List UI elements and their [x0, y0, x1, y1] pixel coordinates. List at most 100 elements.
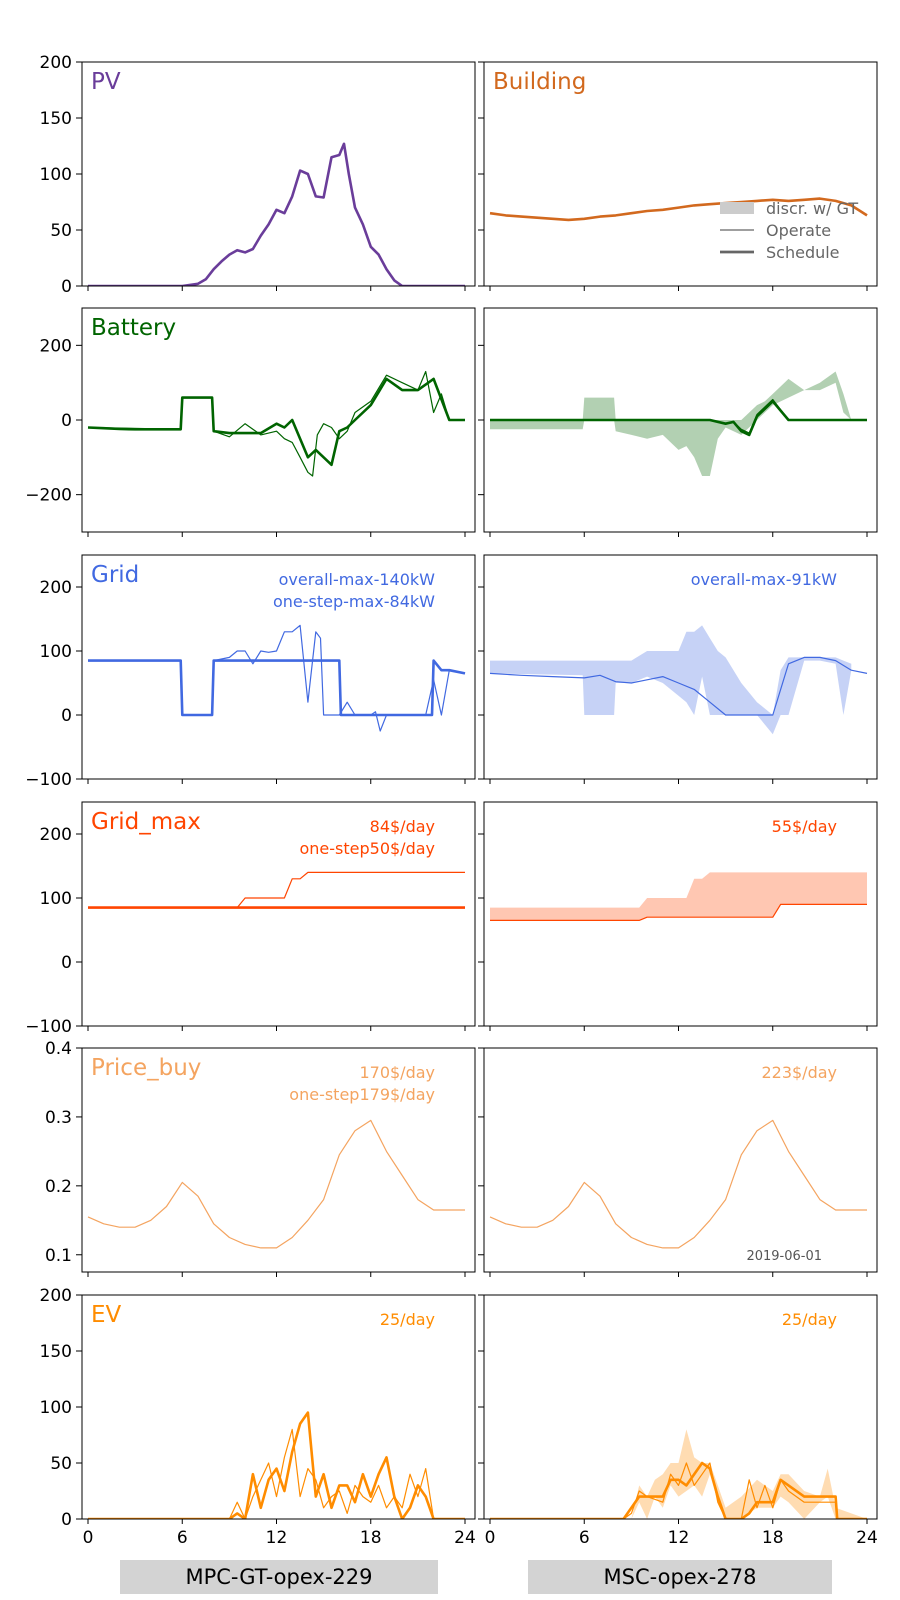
x-tick-label: 0 [485, 1528, 496, 1548]
panel-title: Grid [91, 562, 139, 588]
axes-frame [81, 1047, 476, 1273]
axes-frame [81, 61, 476, 287]
operate-line [87, 370, 465, 477]
panel-battery-left: −200 0 200 Battery [25, 307, 476, 537]
y-tick-label: 0 [61, 706, 72, 726]
y-tick-label: 0.2 [45, 1177, 72, 1197]
operate-line [490, 1462, 867, 1519]
panel-title: Price_buy [91, 1055, 201, 1081]
plot-area-grid-max-left [88, 871, 465, 909]
operate-line [490, 903, 867, 921]
discr-band [490, 371, 852, 476]
legend-entry: discr. w/ GT [766, 199, 858, 218]
plot-area-battery-right [490, 371, 867, 476]
y-tick-label: 150 [40, 109, 72, 129]
y-tick-label: 0 [61, 277, 72, 297]
legend-entry: Operate [766, 221, 831, 240]
panel-title: Building [493, 69, 586, 95]
x-tick-label: 6 [177, 1528, 188, 1548]
legend: discr. w/ GT Operate Schedule [720, 199, 858, 262]
y-tick-label: 0 [61, 953, 72, 973]
x-tick-label: 24 [454, 1528, 476, 1548]
y-tick-label: 200 [40, 1286, 72, 1306]
schedule-line [88, 142, 465, 286]
axes-frame [483, 1047, 878, 1273]
axes-frame [81, 307, 476, 533]
panel-price-buy-left: 0.1 0.2 0.3 0.4 Price_buy 170$/day one-step179… [45, 1039, 476, 1277]
panel-annotation: overall-max-140kW [279, 570, 436, 589]
y-tick-label: 50 [50, 1454, 72, 1474]
y-tick-label: 100 [40, 1398, 72, 1418]
y-tick-label: 200 [40, 336, 72, 356]
panel-annotation: one-step-max-84kW [273, 592, 435, 611]
panel-annotation: 223$/day [761, 1063, 837, 1082]
y-tick-label: 0.4 [45, 1039, 72, 1059]
legend-swatch-band [720, 202, 754, 214]
panel-grid-max-left: −100 0 100 200 Grid_max 84$/day one-step50$/da… [25, 801, 476, 1037]
operate-line [489, 1119, 867, 1249]
operate-line [87, 1119, 465, 1249]
operate-line [88, 624, 466, 732]
panel-annotation: 55$/day [772, 817, 837, 836]
panel-grid-left: −100 0 100 200 Grid overall-max-140kW one-step… [25, 554, 476, 790]
panel-price-buy-right: 223$/day 2019-06-01 [478, 1047, 878, 1277]
panel-annotation: 25/day [380, 1310, 435, 1329]
plot-area-building-right [489, 197, 868, 222]
y-tick-label: 50 [50, 221, 72, 241]
y-tick-label: 100 [40, 165, 72, 185]
legend-entry: Schedule [766, 243, 840, 262]
operate-line [88, 1428, 465, 1519]
y-tick-label: 0.3 [45, 1108, 72, 1128]
axes-frame [483, 801, 878, 1027]
schedule-line [87, 377, 465, 467]
schedule-line [489, 197, 868, 222]
y-tick-label: −100 [25, 770, 72, 790]
y-tick-label: 100 [40, 889, 72, 909]
plot-area-grid-right [489, 625, 868, 735]
panel-annotation: 170$/day [359, 1063, 435, 1082]
panel-title: Grid_max [91, 809, 201, 835]
x-tick-label: 18 [762, 1528, 784, 1548]
x-tick-label: 12 [668, 1528, 690, 1548]
y-tick-label: −200 [25, 486, 72, 506]
panel-ev-right: 0 6 12 18 24 25/day [478, 1294, 878, 1548]
panel-title: PV [91, 69, 121, 95]
axes-frame [81, 554, 476, 780]
x-tick-label: 24 [856, 1528, 878, 1548]
panel-title: Battery [91, 315, 176, 341]
footer-right-label: MSC-opex-278 [528, 1560, 832, 1594]
axes-frame [81, 801, 476, 1027]
operate-line [489, 656, 868, 716]
discr-band [490, 1429, 867, 1519]
panel-grid-max-right: 55$/day [478, 801, 878, 1031]
schedule-line [88, 1411, 465, 1519]
panel-title: EV [91, 1302, 122, 1328]
panel-battery-right [478, 307, 878, 537]
panel-grid-right: overall-max-91kW [478, 554, 878, 784]
y-tick-label: 200 [40, 578, 72, 598]
operate-line [88, 871, 465, 909]
panel-annotation: one-step179$/day [289, 1085, 435, 1104]
y-tick-label: 200 [40, 825, 72, 845]
panel-annotation: one-step50$/day [299, 839, 435, 858]
panel-pv-left: 0 50 100 150 200 PV [40, 53, 476, 297]
plot-area-pv-left [88, 142, 465, 286]
y-tick-label: 100 [40, 642, 72, 662]
plot-area-grid-left [88, 624, 466, 732]
y-tick-label: 0 [61, 411, 72, 431]
panel-building-right: Building discr. w/ GT Operate Schedule [478, 61, 878, 291]
y-tick-label: −100 [25, 1017, 72, 1037]
operate-line [490, 398, 867, 434]
panel-annotation: 84$/day [370, 817, 435, 836]
y-tick-label: 0.1 [45, 1246, 72, 1266]
plot-area-price-buy-right [489, 1119, 867, 1249]
plot-area-price-buy-left [87, 1119, 465, 1249]
panel-annotation: overall-max-91kW [691, 570, 837, 589]
discr-band [490, 872, 867, 921]
date-label: 2019-06-01 [746, 1249, 822, 1264]
y-tick-label: 200 [40, 53, 72, 73]
x-tick-label: 12 [266, 1528, 288, 1548]
plot-area-grid-max-right [490, 872, 867, 921]
axes-frame [483, 554, 878, 780]
